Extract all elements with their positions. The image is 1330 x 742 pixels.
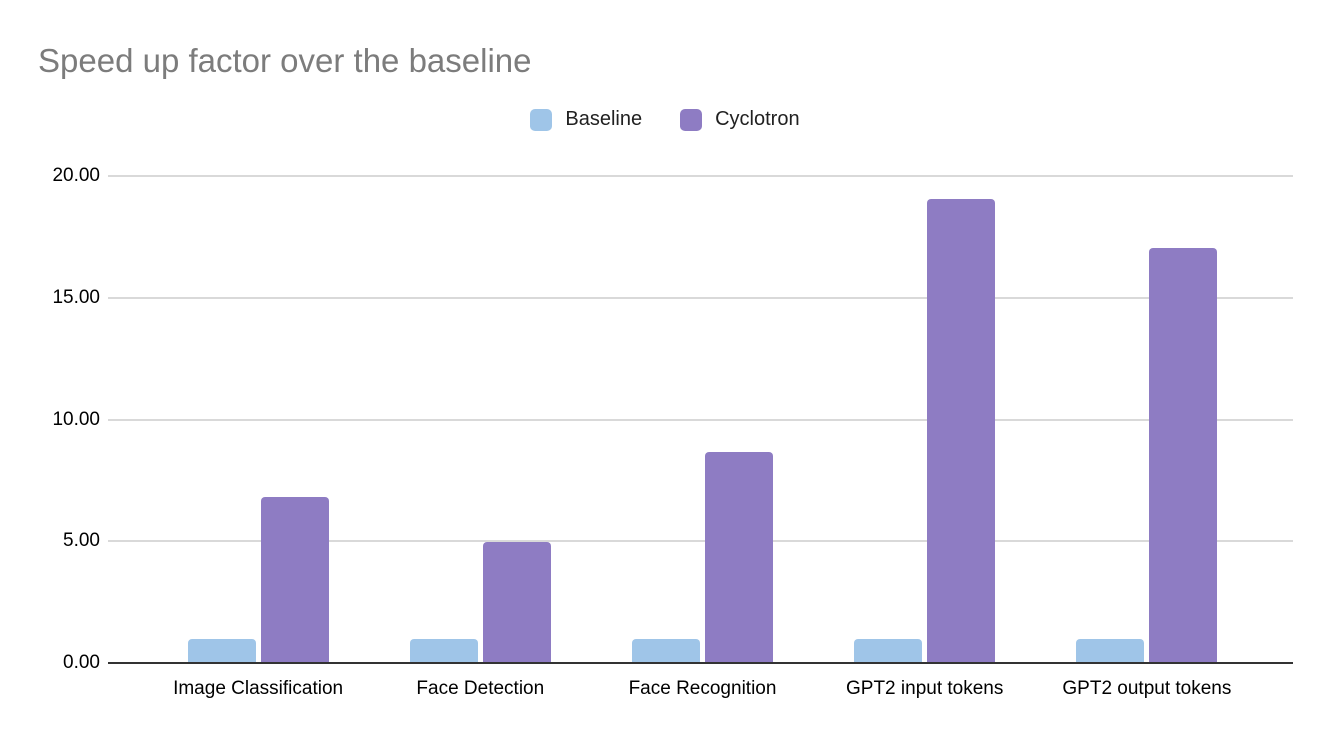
chart-title: Speed up factor over the baseline (38, 42, 532, 79)
y-axis-tick-label: 15.00 (52, 286, 100, 308)
bar-baseline-2 (632, 639, 700, 663)
gridline (108, 418, 1293, 421)
bar-baseline-0 (188, 639, 256, 663)
x-axis-category-label: Image Classification (173, 678, 344, 699)
x-axis-category-label: Face Detection (416, 678, 545, 699)
legend-swatch-icon (530, 108, 553, 131)
gridline (108, 296, 1293, 299)
y-axis-tick-label: 5.00 (63, 530, 100, 552)
legend-item-cyclotron: Cyclotron (680, 108, 800, 131)
legend-label: Cyclotron (715, 108, 800, 130)
x-axis-line (108, 662, 1293, 664)
legend-label: Baseline (565, 108, 643, 130)
y-axis-tick-label: 20.00 (52, 165, 100, 186)
gridline (108, 175, 1293, 177)
bar-cyclotron-3 (927, 199, 995, 663)
bar-baseline-3 (854, 639, 922, 663)
x-axis-category-label: GPT2 output tokens (1062, 678, 1232, 699)
bar-baseline-4 (1076, 639, 1144, 663)
bar-cyclotron-0 (261, 497, 329, 663)
x-axis-category-label: Face Recognition (628, 678, 777, 699)
bar-cyclotron-1 (483, 542, 551, 663)
legend-item-baseline: Baseline (530, 108, 642, 131)
bar-cyclotron-4 (1149, 248, 1217, 663)
y-axis-tick-label: 10.00 (52, 408, 100, 430)
x-axis-category-label: GPT2 input tokens (846, 678, 1004, 699)
bar-cyclotron-2 (705, 452, 773, 663)
legend-swatch-icon (680, 108, 703, 131)
y-axis-tick-label: 0.00 (63, 652, 100, 673)
legend: Baseline Cyclotron (0, 108, 1330, 131)
gridline (108, 540, 1293, 543)
bar-baseline-1 (410, 639, 478, 663)
